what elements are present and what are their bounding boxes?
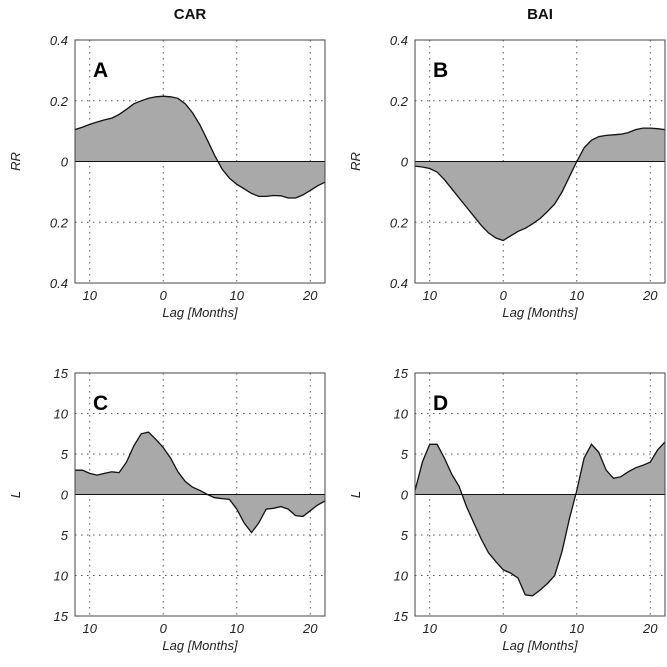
series-line <box>75 431 325 534</box>
series-line <box>415 441 665 597</box>
column-title-car: CAR <box>174 6 207 23</box>
y-tick-label: 10 <box>394 569 409 584</box>
x-tick-label: 0 <box>160 621 168 636</box>
plot-frame <box>74 39 326 284</box>
x-tick-label: 0 <box>160 288 168 303</box>
y-tick-label: 5 <box>401 528 409 543</box>
y-tick-label: 10 <box>54 407 69 422</box>
panel-d: 10 0 10 20 15 10 5 0 5 10 15 Lag [Months] L D <box>348 366 666 653</box>
panel-a: 10 0 10 20 0.4 0.2 0 0.2 0.4 Lag [Months] RR A <box>8 33 326 320</box>
y-tick-label: 15 <box>54 609 69 624</box>
y-tick-label: 0.4 <box>390 276 408 291</box>
panel-c: 10 0 10 20 15 10 5 0 5 10 15 Lag [Months] L C <box>8 366 326 653</box>
y-tick-label: 0.2 <box>390 94 409 109</box>
panel-letter: C <box>93 392 108 415</box>
x-axis-label: Lag [Months] <box>162 638 238 653</box>
y-tick-label: 10 <box>394 407 409 422</box>
x-tick-label: 10 <box>422 621 437 636</box>
panel-letter: D <box>433 392 448 415</box>
plot-frame <box>414 39 666 284</box>
panel-b: 10 0 10 20 0.4 0.2 0 0.2 0.4 Lag [Months] RR B <box>348 33 666 320</box>
y-tick-label: 0.4 <box>50 276 68 291</box>
x-tick-label: 10 <box>422 288 437 303</box>
y-tick-label: 5 <box>401 447 409 462</box>
x-axis-label: Lag [Months] <box>162 305 238 320</box>
x-axis-label: Lag [Months] <box>502 638 578 653</box>
series-line <box>415 127 665 242</box>
x-tick-label: 0 <box>500 288 508 303</box>
series-area <box>415 128 665 241</box>
y-tick-label: 15 <box>394 366 409 381</box>
panel-letter: A <box>93 59 108 82</box>
x-tick-label: 10 <box>82 621 97 636</box>
x-tick-label: 20 <box>642 621 658 636</box>
y-tick-label: 0 <box>61 488 69 503</box>
series-line <box>75 95 325 199</box>
x-axis-label: Lag [Months] <box>502 305 578 320</box>
y-tick-label: 0 <box>401 155 409 170</box>
y-tick-label: 5 <box>61 528 69 543</box>
x-tick-label: 0 <box>500 621 508 636</box>
y-tick-label: 15 <box>54 366 69 381</box>
x-tick-label: 20 <box>302 621 318 636</box>
y-tick-label: 15 <box>394 609 409 624</box>
series-area <box>75 96 325 198</box>
x-tick-label: 10 <box>570 621 585 636</box>
y-tick-label: 0.2 <box>390 215 409 230</box>
series-area <box>415 441 665 596</box>
x-tick-label: 20 <box>642 288 658 303</box>
plot-frame <box>414 372 666 617</box>
y-axis-label: RR <box>8 152 23 171</box>
x-tick-label: 10 <box>82 288 97 303</box>
x-tick-label: 20 <box>302 288 318 303</box>
x-tick-label: 10 <box>230 621 245 636</box>
series-area <box>75 432 325 533</box>
y-tick-label: 0.2 <box>50 215 69 230</box>
y-tick-label: 0.4 <box>390 33 408 48</box>
y-axis-label: L <box>348 491 363 498</box>
plot-frame <box>74 372 326 617</box>
panel-letter: B <box>433 59 448 82</box>
y-axis-label: L <box>8 491 23 498</box>
x-tick-label: 10 <box>230 288 245 303</box>
y-tick-label: 5 <box>61 447 69 462</box>
y-tick-label: 0 <box>61 155 69 170</box>
y-tick-label: 0 <box>401 488 409 503</box>
y-tick-label: 0.4 <box>50 33 68 48</box>
y-axis-label: RR <box>348 152 363 171</box>
x-tick-label: 10 <box>570 288 585 303</box>
column-title-bai: BAI <box>527 6 553 23</box>
y-tick-label: 0.2 <box>50 94 69 109</box>
y-tick-label: 10 <box>54 569 69 584</box>
